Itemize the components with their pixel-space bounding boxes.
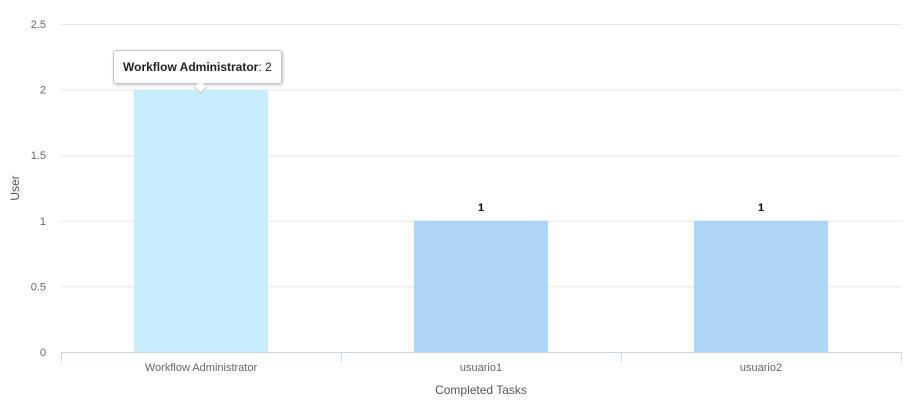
y-tick-label: 2.5 (31, 19, 46, 31)
tooltip-series-name: Workflow Administrator (123, 60, 259, 74)
y-tick-label: 1.5 (31, 150, 46, 162)
x-axis-title: Completed Tasks (435, 383, 527, 397)
x-tick-label: Workflow Administrator (145, 362, 258, 374)
data-labels: 211 (198, 71, 764, 214)
bar-0[interactable] (134, 89, 268, 352)
data-label: 1 (478, 202, 484, 214)
y-tick-label: 0.5 (31, 281, 46, 293)
bar-1[interactable] (414, 220, 548, 352)
y-tick-label: 1 (40, 216, 46, 228)
tooltip-value: 2 (265, 60, 272, 74)
data-label: 1 (758, 202, 764, 214)
bar-2[interactable] (694, 220, 828, 352)
y-axis-title: User (8, 175, 22, 200)
x-axis: Workflow Administrator usuario1 usuario2 (61, 352, 902, 374)
bars (134, 89, 828, 352)
x-tick-label: usuario2 (740, 362, 782, 374)
tooltip-separator: : (258, 60, 266, 74)
tooltip: Workflow Administrator: 2 (113, 50, 282, 84)
y-tick-label: 2 (40, 85, 46, 97)
y-tick-label: 0 (40, 347, 46, 359)
x-tick-label: usuario1 (460, 362, 502, 374)
